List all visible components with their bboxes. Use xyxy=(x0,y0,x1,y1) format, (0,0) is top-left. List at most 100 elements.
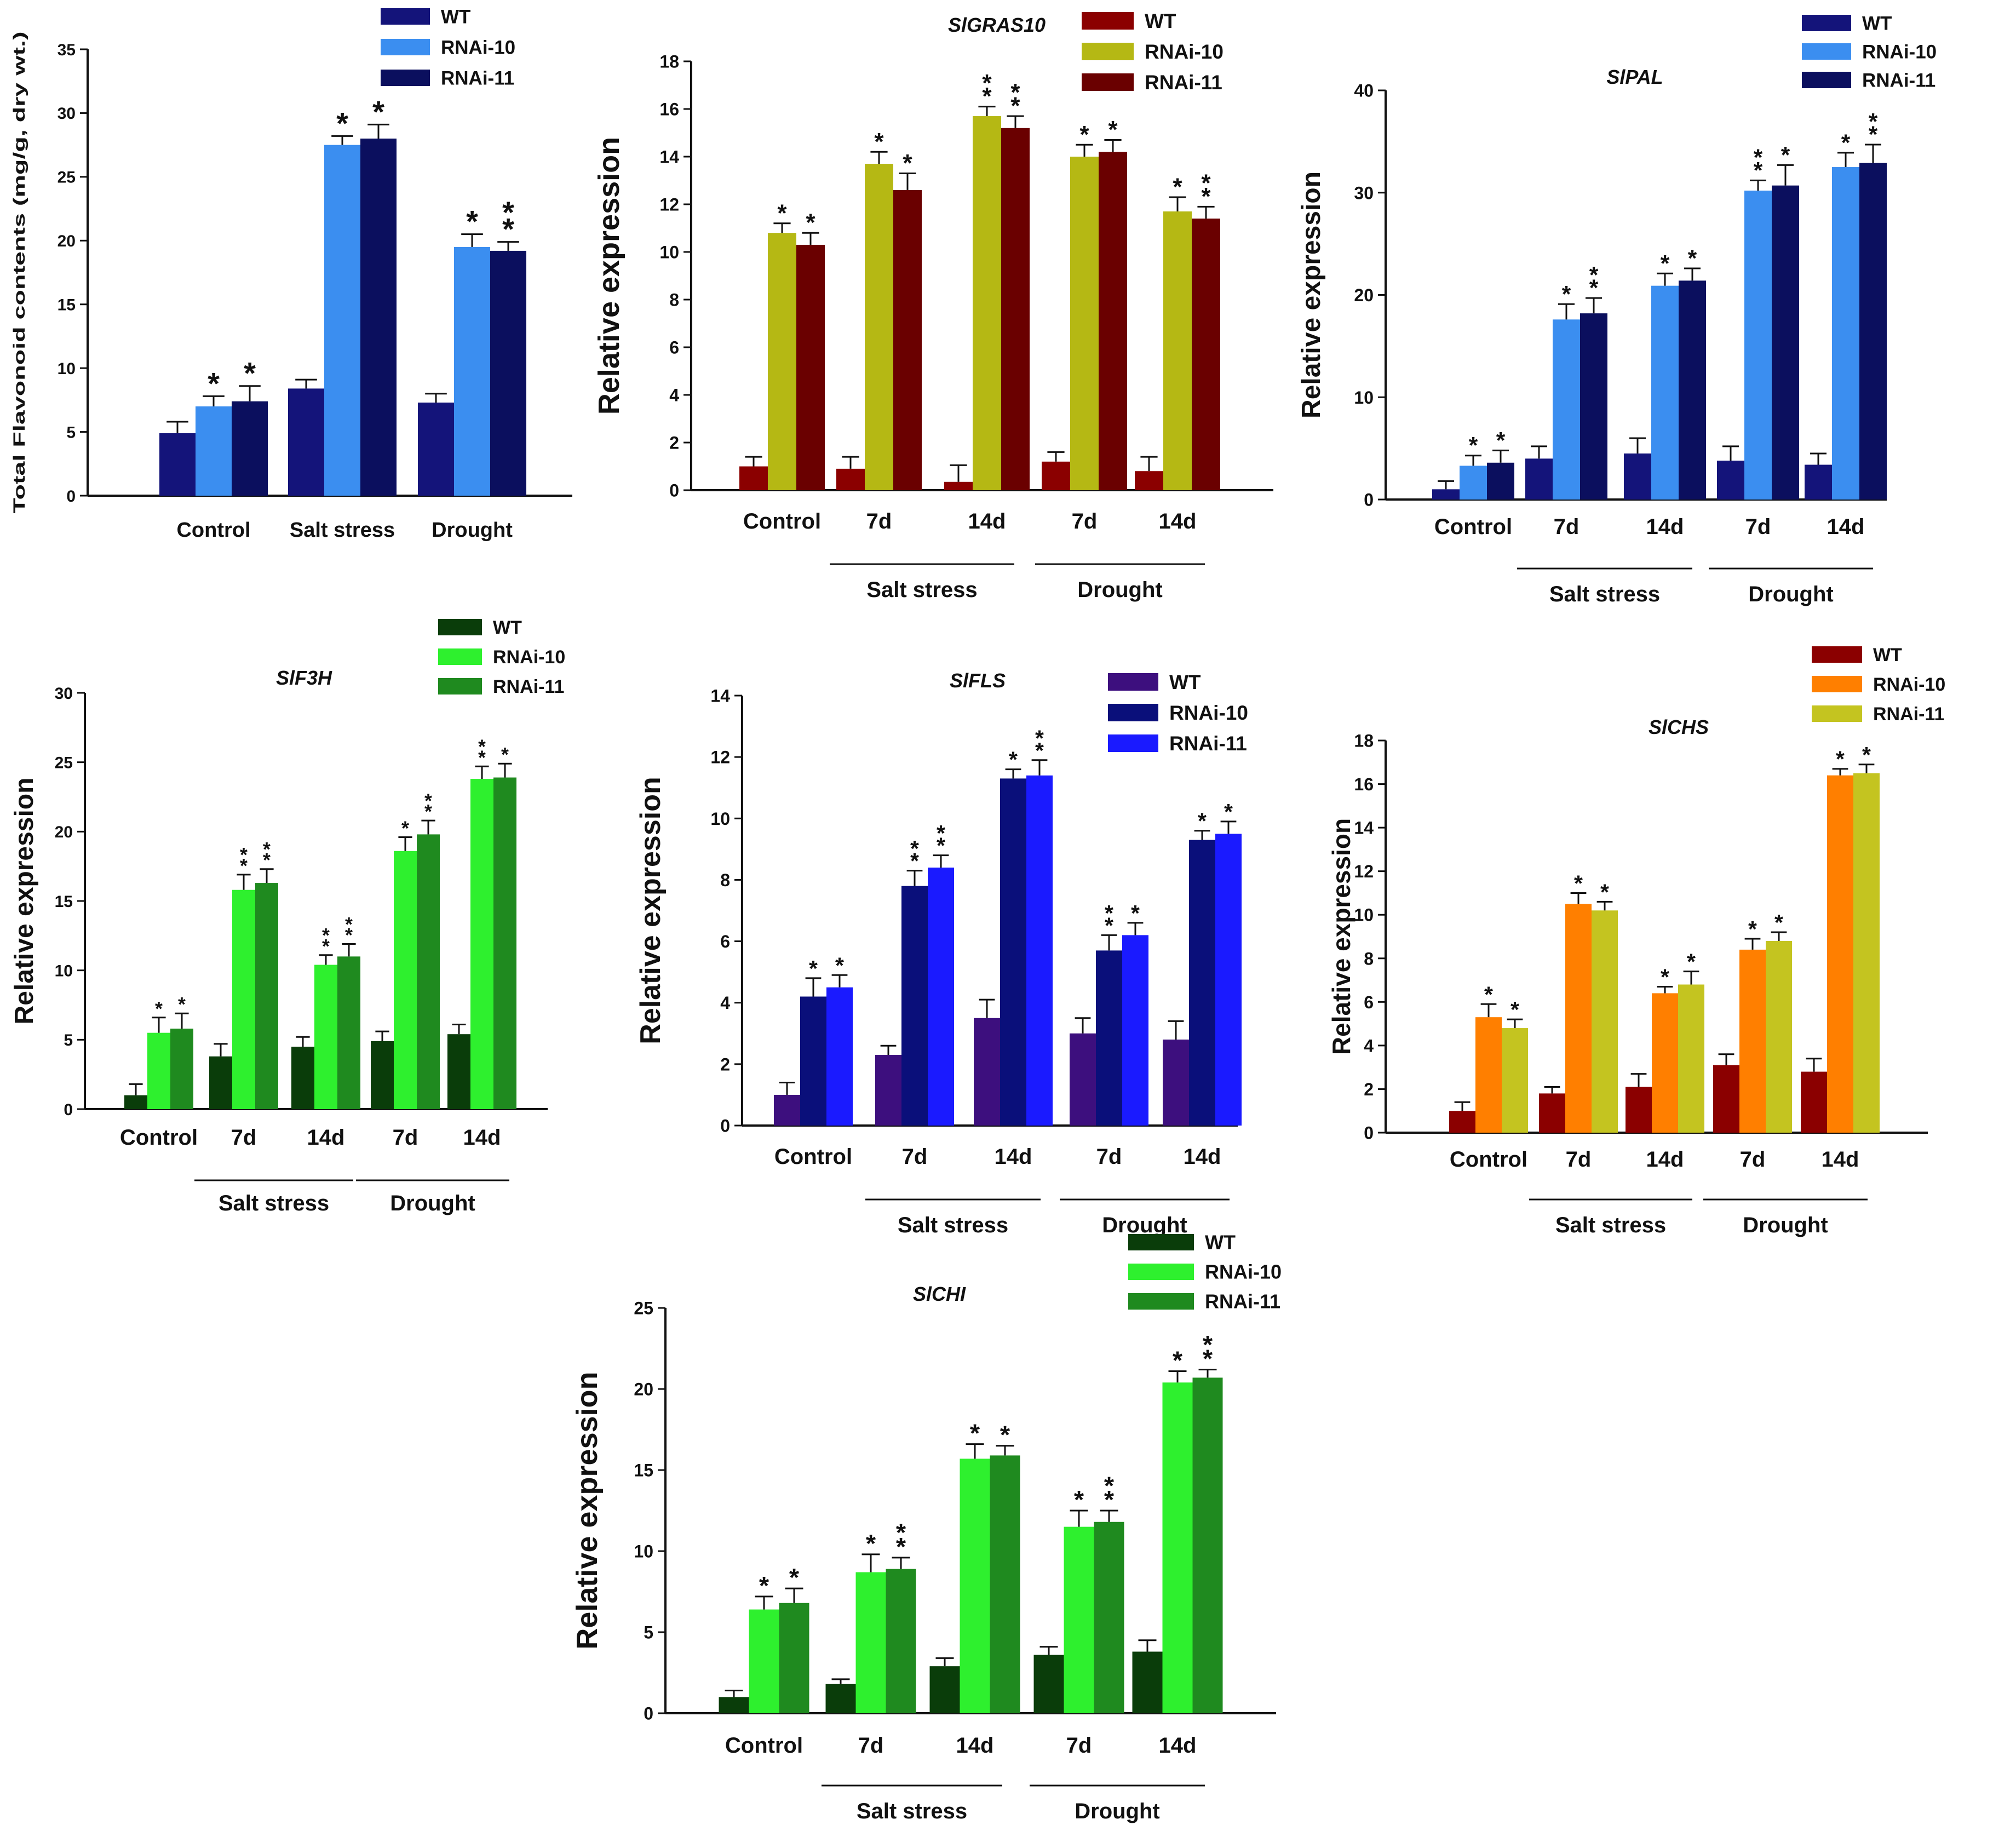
bar xyxy=(749,1609,779,1713)
legend-label: WT xyxy=(1145,10,1176,32)
bar xyxy=(1766,940,1792,1133)
y-tick-label: 15 xyxy=(55,893,73,911)
significance-star: * xyxy=(982,83,992,110)
bar xyxy=(1713,1065,1739,1133)
category-label: 7d xyxy=(866,509,892,533)
bar xyxy=(1592,910,1618,1133)
significance-star: * xyxy=(835,952,844,978)
y-tick-label: 25 xyxy=(634,1299,653,1318)
significance-star: * xyxy=(1010,79,1020,106)
significance-star: * xyxy=(910,836,919,861)
bar xyxy=(1679,280,1706,500)
bar xyxy=(768,233,796,490)
significance-star: * xyxy=(1496,428,1506,454)
bar xyxy=(1652,993,1678,1133)
bar xyxy=(1651,285,1679,500)
y-tick-label: 5 xyxy=(66,423,76,441)
y-tick-label: 25 xyxy=(55,754,73,772)
significance-star: * xyxy=(1201,170,1211,197)
significance-star: * xyxy=(322,925,330,946)
y-axis-label: Relative expression xyxy=(1297,171,1326,418)
legend-label: RNAi-11 xyxy=(1169,732,1247,755)
significance-star: * xyxy=(424,790,432,812)
bar xyxy=(1042,461,1070,490)
bar xyxy=(1717,461,1744,500)
y-tick-label: 10 xyxy=(710,809,730,829)
significance-star: * xyxy=(1104,1485,1115,1514)
y-tick-label: 40 xyxy=(1354,81,1374,101)
legend-swatch xyxy=(1128,1293,1194,1310)
significance-star: * xyxy=(866,1529,876,1558)
bar xyxy=(159,433,196,496)
y-tick-label: 4 xyxy=(720,993,730,1013)
y-tick-label: 5 xyxy=(644,1623,653,1643)
bar xyxy=(974,1018,1000,1126)
category-label: Control xyxy=(743,509,821,533)
group-label: Salt stress xyxy=(219,1191,329,1215)
significance-star: * xyxy=(240,855,248,877)
legend-label: WT xyxy=(441,6,470,27)
significance-star: * xyxy=(345,925,353,946)
panel-slgras10: 0 2 4 6 8 10 12 14 16 18 Relative expression SlGRAS… xyxy=(593,10,1273,602)
significance-star: * xyxy=(155,998,163,1020)
bar xyxy=(973,116,1001,491)
group-label: Salt stress xyxy=(1555,1213,1666,1237)
category-label: 14d xyxy=(956,1734,994,1758)
significance-star: * xyxy=(1862,742,1871,767)
significance-star: * xyxy=(240,844,248,866)
legend-swatch xyxy=(1108,734,1158,752)
bar xyxy=(124,1095,147,1109)
bar xyxy=(447,1034,470,1109)
legend-swatch xyxy=(438,619,482,635)
group-label: Salt stress xyxy=(866,578,977,602)
legend-swatch xyxy=(1082,12,1134,30)
bar xyxy=(865,164,893,490)
category-label: 7d xyxy=(1072,509,1098,533)
category-label: 7d xyxy=(393,1126,418,1150)
bar xyxy=(855,1572,886,1713)
bar xyxy=(1163,1040,1189,1126)
significance-star: * xyxy=(466,204,478,239)
legend-swatch xyxy=(1128,1234,1194,1250)
bar xyxy=(1162,1382,1193,1713)
category-label: 14d xyxy=(1159,509,1197,533)
bar xyxy=(944,481,973,490)
bar xyxy=(1539,1093,1565,1133)
category-label: Control xyxy=(1434,515,1512,539)
significance-star: * xyxy=(1748,916,1757,942)
significance-star: * xyxy=(372,94,384,129)
legend-swatch xyxy=(381,70,430,86)
bar xyxy=(1001,128,1030,491)
legend-swatch xyxy=(1108,673,1158,691)
bar xyxy=(1163,211,1192,490)
category-label: 14d xyxy=(1822,1147,1859,1172)
group-label: Drought xyxy=(1077,578,1163,602)
y-tick-label: 6 xyxy=(1364,992,1374,1012)
bar xyxy=(1215,834,1242,1126)
legend-label: RNAi-10 xyxy=(1862,41,1937,62)
bar xyxy=(170,1029,193,1109)
significance-star: * xyxy=(244,356,256,391)
legend-swatch xyxy=(1812,705,1862,722)
significance-star: * xyxy=(502,195,514,229)
significance-star: * xyxy=(1105,900,1113,926)
category-label: 7d xyxy=(231,1126,257,1150)
legend-swatch xyxy=(1802,15,1851,31)
bar xyxy=(232,889,255,1109)
legend-label: RNAi-10 xyxy=(441,37,515,58)
category-label: 14d xyxy=(1159,1734,1197,1758)
significance-star: * xyxy=(1173,174,1182,200)
bar xyxy=(1772,185,1799,500)
significance-star: * xyxy=(401,817,409,839)
bar xyxy=(324,145,360,496)
significance-star: * xyxy=(1469,433,1478,459)
category-label: 7d xyxy=(1745,515,1771,539)
significance-star: * xyxy=(1074,1485,1084,1514)
significance-star: * xyxy=(1841,130,1851,156)
category-label: 14d xyxy=(463,1126,501,1150)
bar xyxy=(209,1056,232,1109)
legend-label: RNAi-11 xyxy=(1862,70,1935,91)
bar xyxy=(1135,471,1163,490)
y-tick-label: 12 xyxy=(1354,862,1374,881)
